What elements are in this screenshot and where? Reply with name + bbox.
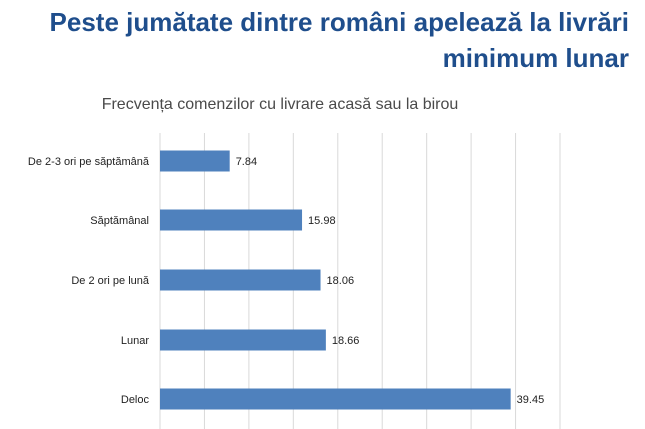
category-label: Săptămânal [90,215,149,227]
chart-title: Frecvența comenzilor cu livrare acasă sa… [101,96,459,113]
category-label: De 2 ori pe lună [71,275,150,287]
category-label: Deloc [121,394,150,406]
bar [160,150,230,172]
bar [160,269,321,291]
bar [160,329,326,351]
data-label: 39.45 [517,394,545,406]
category-label: Lunar [121,335,149,347]
bar [160,209,303,231]
data-label: 7.84 [236,156,257,168]
headline-line-1: Peste jumătate dintre români apelează la… [49,7,629,37]
headline: Peste jumătate dintre români apelează la… [4,4,629,76]
data-label: 15.98 [308,215,336,227]
bar [160,388,511,410]
data-label: 18.66 [332,335,360,347]
headline-line-2: minimum lunar [442,43,629,73]
category-label: De 2-3 ori pe săptămână [28,156,150,168]
data-label: 18.06 [327,275,355,287]
